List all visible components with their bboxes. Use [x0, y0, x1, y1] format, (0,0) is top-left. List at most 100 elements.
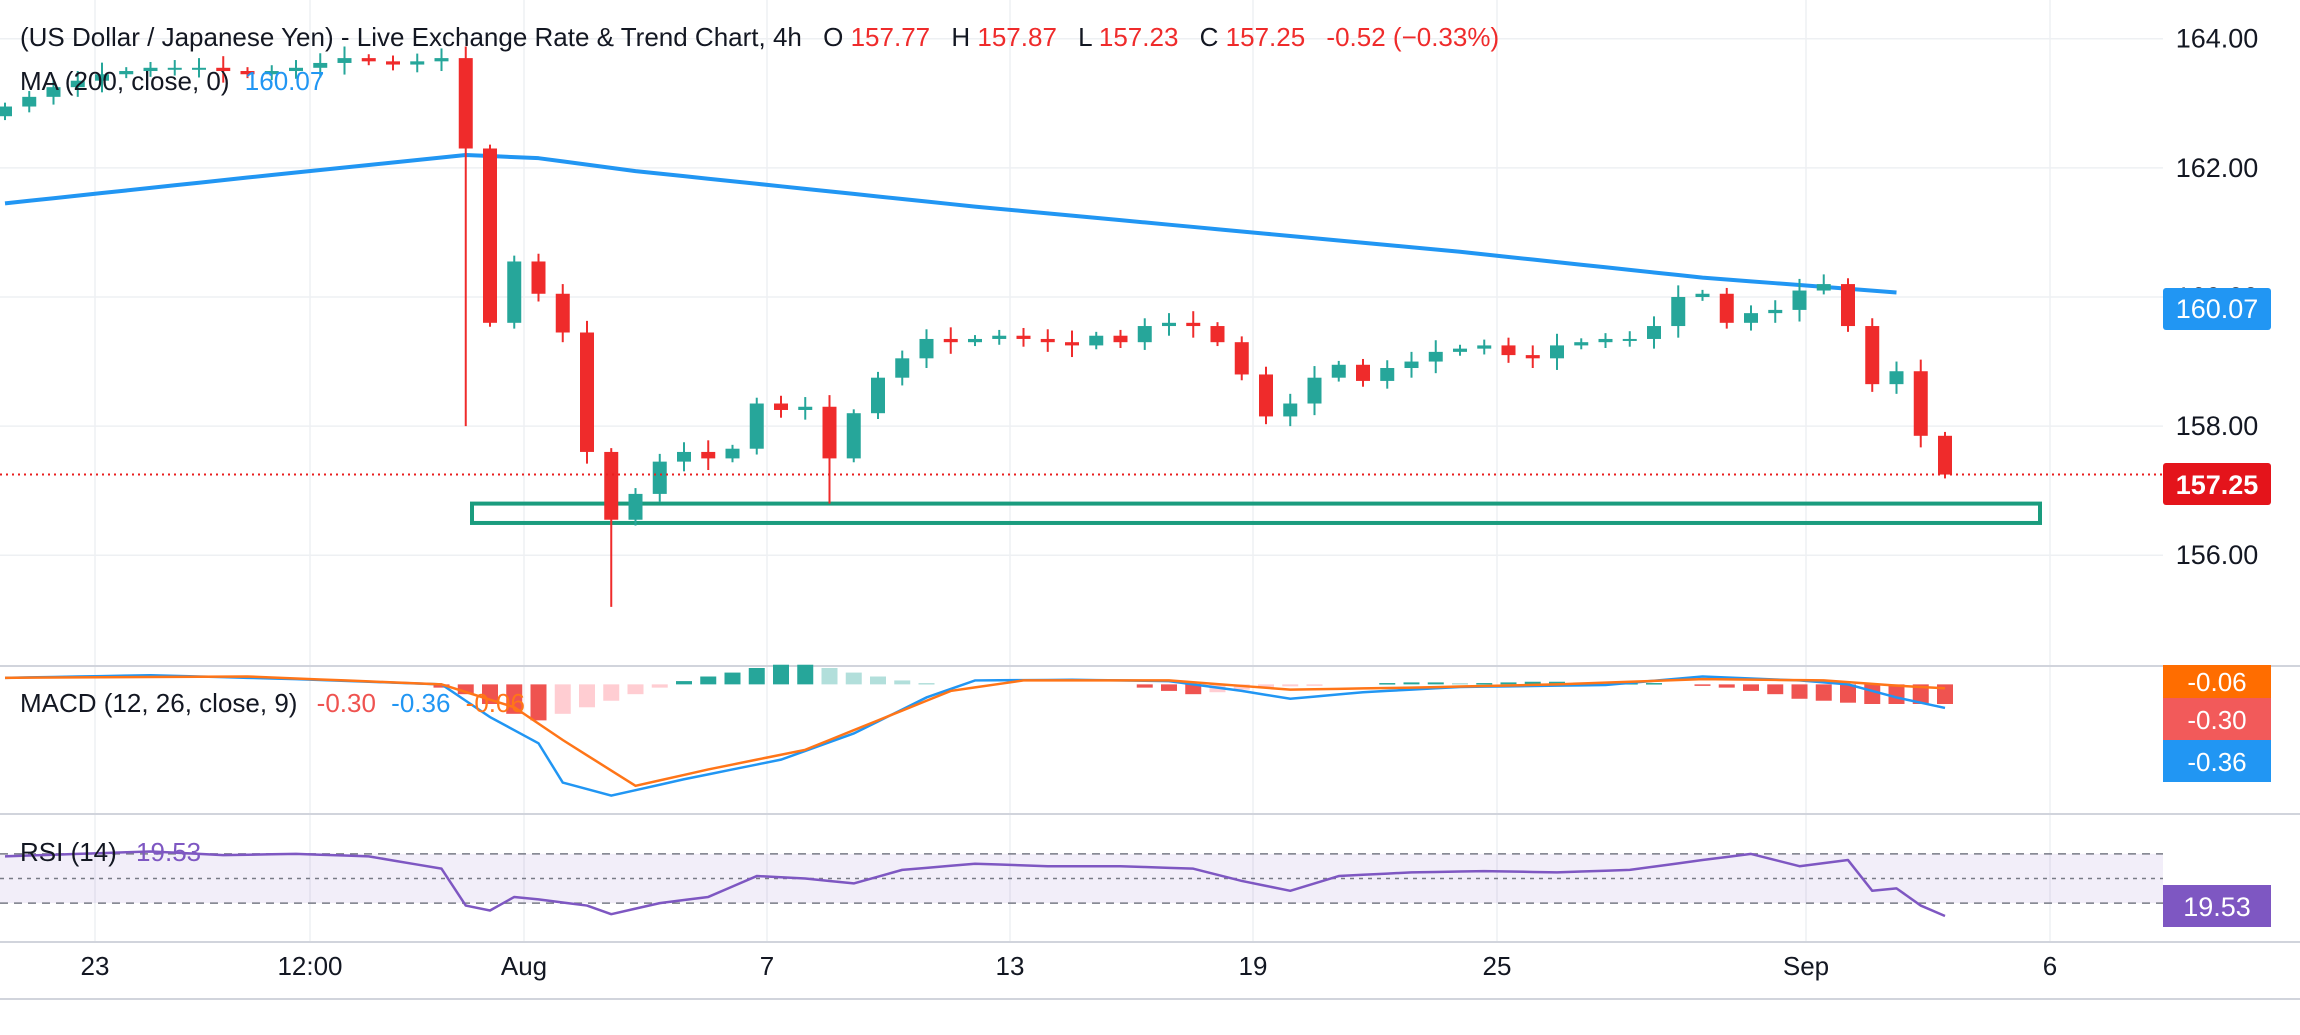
candle	[1404, 351, 1419, 378]
candle-body	[507, 261, 522, 323]
candle	[337, 46, 352, 75]
macd-histogram-bar	[676, 681, 692, 685]
y-tick-label: 156.00	[2176, 540, 2259, 570]
candle-body	[70, 80, 85, 88]
candle-body	[1259, 374, 1273, 417]
macd-histogram-bar	[1185, 684, 1202, 695]
candle	[774, 395, 788, 418]
candle-body	[1428, 351, 1443, 362]
candle-body	[1501, 345, 1516, 356]
macd-line-badge-bg	[2163, 740, 2271, 782]
macd-histogram-bar	[773, 664, 789, 685]
candle-body	[240, 71, 255, 75]
macd-histogram-bar	[1403, 682, 1420, 685]
macd-histogram-bar	[894, 680, 911, 685]
macd-legend[interactable]: MACD (12, 26, close, 9) -0.30 -0.36 -0.0…	[20, 688, 525, 718]
x-tick-label: 6	[2043, 951, 2057, 981]
candle	[822, 395, 837, 504]
candle	[1865, 318, 1880, 392]
candle-body	[701, 451, 716, 459]
rsi-badge-text: 19.53	[2183, 892, 2251, 922]
macd-histogram-bar	[1306, 684, 1323, 686]
candle-body	[628, 493, 643, 520]
ma-200-line	[4, 152, 1897, 295]
rsi-line-layer	[4, 850, 1946, 918]
candle-body	[1307, 377, 1322, 404]
candle-body	[1186, 322, 1201, 327]
rsi-badge-bg	[2163, 885, 2271, 927]
candle-body	[531, 261, 546, 294]
macd-line-badge: -0.36	[2163, 740, 2271, 782]
macd-histogram-bar	[1258, 684, 1274, 688]
macd-histogram-bar	[1646, 683, 1662, 685]
candle-body	[192, 67, 206, 70]
candle-body	[143, 67, 158, 72]
rsi-bands	[0, 853, 2163, 904]
candle-body	[1404, 361, 1419, 369]
macd-legend-hist: -0.30	[317, 688, 376, 718]
close-value: 157.25	[1226, 22, 1306, 52]
candle-body	[1380, 368, 1395, 381]
candle	[1283, 393, 1298, 427]
candle	[216, 56, 231, 83]
candle-body	[167, 67, 182, 70]
candle	[289, 60, 303, 79]
support-zone-layer	[470, 501, 2042, 525]
candle	[1356, 358, 1370, 387]
macd-histogram-bar	[724, 672, 741, 685]
candle	[95, 62, 109, 93]
candle-body	[846, 413, 861, 459]
x-tick-label: 23	[81, 951, 110, 981]
candle-body	[1622, 338, 1637, 341]
rsi-badge: 19.53	[2163, 885, 2271, 927]
candle-body	[1913, 371, 1928, 436]
candle-body	[264, 71, 279, 75]
candle-body	[216, 67, 231, 72]
macd-histogram-bar	[1791, 684, 1808, 699]
macd-histogram-bar	[870, 676, 886, 685]
rsi-legend-label: RSI (14)	[20, 837, 117, 867]
macd-histogram-bar	[1815, 684, 1832, 701]
candle	[943, 327, 958, 354]
x-tick-label: Aug	[501, 951, 547, 981]
moving-average-layer	[4, 152, 1897, 295]
ma-legend[interactable]: MA (200, close, 0) 160.07	[20, 66, 324, 96]
candle-body	[992, 335, 1007, 339]
macd-histogram-bar	[1161, 684, 1177, 691]
candle-body	[798, 406, 813, 410]
candle-body	[1331, 364, 1346, 378]
rsi-legend-value: 19.53	[136, 837, 201, 867]
macd-pane[interactable]	[4, 664, 1953, 797]
low-value: 157.23	[1099, 22, 1179, 52]
macd-histogram-bar	[748, 668, 765, 685]
candle	[555, 284, 570, 343]
candle-body	[774, 403, 788, 410]
candle	[871, 371, 885, 420]
macd-histogram-bar	[1427, 682, 1444, 685]
candle-body	[895, 358, 910, 378]
open-label: O	[823, 22, 843, 52]
candle-body	[1210, 326, 1225, 343]
x-tick-label: 19	[1239, 951, 1268, 981]
candle-body	[1234, 342, 1249, 375]
rsi-line	[4, 850, 1946, 918]
candle-body	[313, 62, 328, 68]
candle-body	[725, 448, 740, 459]
candle	[1647, 316, 1661, 349]
macd-histogram-bar	[1864, 684, 1881, 704]
candle-body	[483, 148, 497, 323]
rsi-pane[interactable]	[0, 850, 2163, 918]
price-pane[interactable]	[0, 46, 2163, 607]
candle	[1622, 331, 1637, 347]
time-scale[interactable]: 23 12:00 Aug 7 13 19 25 Sep 6	[81, 951, 2058, 981]
candle-body	[289, 67, 303, 72]
candle	[1234, 336, 1249, 381]
candle	[1259, 366, 1273, 425]
last-price-badge-bg	[2163, 463, 2271, 505]
candle	[1792, 278, 1807, 322]
rsi-legend[interactable]: RSI (14) 19.53	[20, 837, 201, 867]
y-tick-label: 158.00	[2176, 411, 2259, 441]
ma-price-badge: 160.07	[2163, 288, 2271, 330]
